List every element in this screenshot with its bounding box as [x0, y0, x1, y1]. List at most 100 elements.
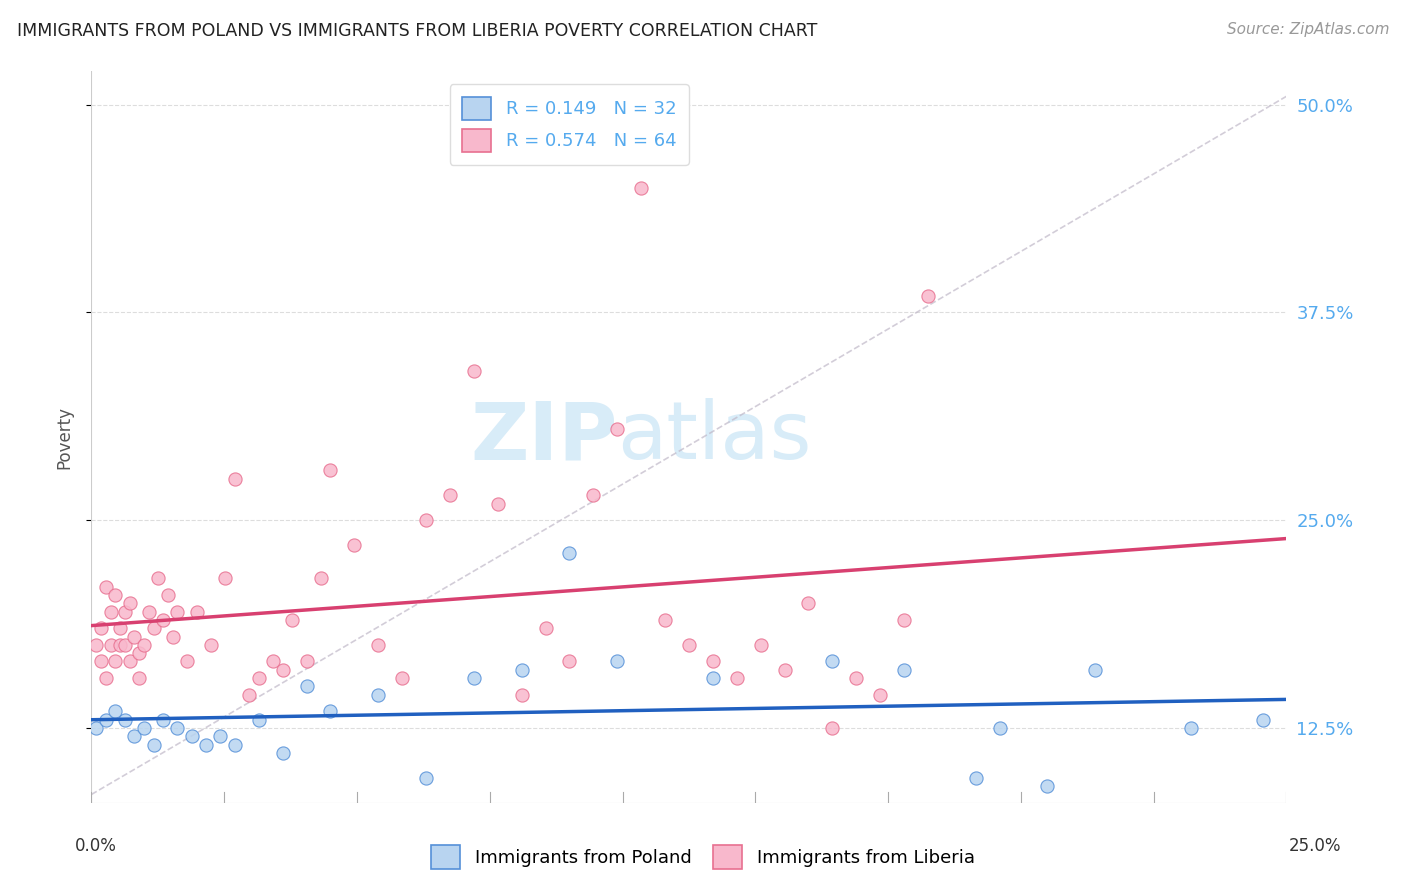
Point	[180, 729, 202, 743]
Point	[893, 663, 915, 677]
Point	[295, 655, 318, 669]
Point	[209, 729, 232, 743]
Point	[124, 630, 146, 644]
Point	[114, 638, 136, 652]
Point	[162, 630, 184, 644]
Point	[391, 671, 413, 685]
Point	[84, 638, 107, 652]
Point	[128, 671, 150, 685]
Point	[124, 729, 146, 743]
Point	[702, 671, 724, 685]
Point	[558, 546, 581, 560]
Point	[166, 721, 188, 735]
Point	[247, 671, 270, 685]
Point	[132, 721, 155, 735]
Point	[367, 638, 389, 652]
Point	[104, 655, 127, 669]
Point	[988, 721, 1011, 735]
Point	[114, 605, 136, 619]
Point	[142, 738, 165, 752]
Point	[100, 605, 122, 619]
Point	[281, 613, 304, 627]
Point	[148, 571, 170, 585]
Point	[104, 588, 127, 602]
Point	[869, 688, 891, 702]
Text: Source: ZipAtlas.com: Source: ZipAtlas.com	[1226, 22, 1389, 37]
Y-axis label: Poverty: Poverty	[55, 406, 73, 468]
Point	[238, 688, 260, 702]
Point	[1036, 779, 1059, 793]
Text: ZIP: ZIP	[470, 398, 617, 476]
Point	[156, 588, 179, 602]
Point	[138, 605, 160, 619]
Point	[702, 655, 724, 669]
Text: 25.0%: 25.0%	[1288, 837, 1341, 855]
Point	[367, 688, 389, 702]
Point	[94, 671, 117, 685]
Point	[725, 671, 748, 685]
Point	[108, 621, 131, 635]
Point	[108, 638, 131, 652]
Point	[917, 289, 939, 303]
Point	[654, 613, 676, 627]
Text: IMMIGRANTS FROM POLAND VS IMMIGRANTS FROM LIBERIA POVERTY CORRELATION CHART: IMMIGRANTS FROM POLAND VS IMMIGRANTS FRO…	[17, 22, 817, 40]
Point	[132, 638, 155, 652]
Point	[749, 638, 772, 652]
Point	[114, 713, 136, 727]
Point	[630, 180, 652, 194]
Point	[534, 621, 557, 635]
Point	[176, 655, 198, 669]
Point	[343, 538, 366, 552]
Point	[271, 746, 294, 760]
Point	[128, 646, 150, 660]
Point	[439, 488, 461, 502]
Text: atlas: atlas	[617, 398, 811, 476]
Point	[319, 463, 342, 477]
Point	[510, 663, 533, 677]
Point	[965, 771, 987, 785]
Point	[415, 771, 437, 785]
Point	[84, 721, 107, 735]
Point	[94, 713, 117, 727]
Point	[821, 721, 844, 735]
Point	[510, 688, 533, 702]
Point	[104, 705, 127, 719]
Point	[1251, 713, 1274, 727]
Point	[606, 655, 628, 669]
Point	[166, 605, 188, 619]
Point	[100, 638, 122, 652]
Point	[463, 671, 485, 685]
Point	[152, 713, 174, 727]
Legend: R = 0.149   N = 32, R = 0.574   N = 64: R = 0.149 N = 32, R = 0.574 N = 64	[450, 84, 689, 165]
Point	[90, 621, 112, 635]
Point	[118, 655, 141, 669]
Point	[678, 638, 700, 652]
Point	[463, 363, 485, 377]
Point	[118, 596, 141, 610]
Point	[1180, 721, 1202, 735]
Point	[195, 738, 218, 752]
Point	[558, 655, 581, 669]
Point	[893, 613, 915, 627]
Point	[224, 472, 246, 486]
Point	[797, 596, 820, 610]
Point	[319, 705, 342, 719]
Point	[200, 638, 222, 652]
Legend: Immigrants from Poland, Immigrants from Liberia: Immigrants from Poland, Immigrants from …	[425, 838, 981, 876]
Text: 0.0%: 0.0%	[75, 837, 117, 855]
Point	[247, 713, 270, 727]
Point	[152, 613, 174, 627]
Point	[224, 738, 246, 752]
Point	[90, 655, 112, 669]
Point	[262, 655, 284, 669]
Point	[415, 513, 437, 527]
Point	[582, 488, 605, 502]
Point	[214, 571, 236, 585]
Point	[142, 621, 165, 635]
Point	[821, 655, 844, 669]
Point	[271, 663, 294, 677]
Point	[486, 497, 509, 511]
Point	[845, 671, 868, 685]
Point	[1084, 663, 1107, 677]
Point	[606, 422, 628, 436]
